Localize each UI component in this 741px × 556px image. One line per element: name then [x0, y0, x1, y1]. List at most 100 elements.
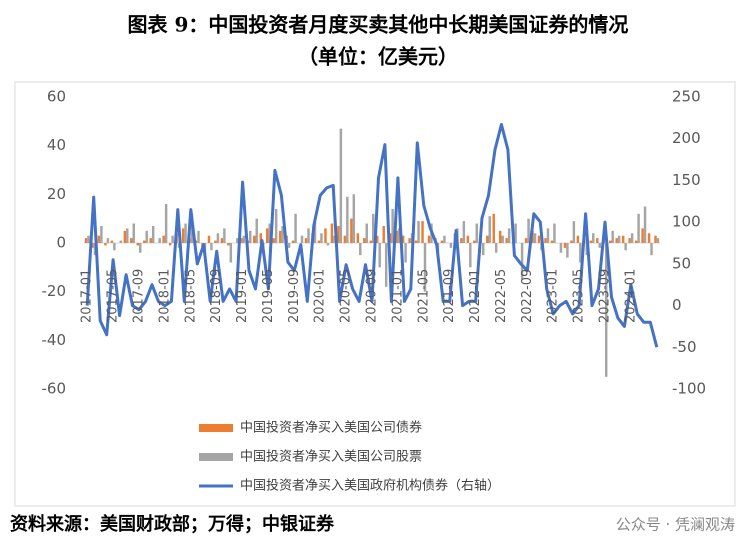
- bar: [576, 235, 580, 243]
- bar: [391, 208, 394, 243]
- bar: [143, 240, 146, 243]
- bar: [609, 240, 612, 243]
- x-tick-label: 2019-05: [261, 269, 276, 323]
- bar: [643, 206, 647, 243]
- bar: [265, 228, 269, 243]
- bar: [473, 240, 476, 243]
- bar: [397, 228, 401, 243]
- bar: [300, 235, 304, 243]
- bar: [184, 223, 187, 243]
- bar: [546, 228, 550, 243]
- legend-swatch: [199, 453, 233, 461]
- line: [85, 123, 659, 348]
- bar: [520, 243, 524, 280]
- bar: [139, 243, 142, 253]
- y2-tick-label: 150: [672, 171, 701, 189]
- bar: [346, 196, 349, 243]
- bar: [268, 223, 271, 243]
- bar: [132, 223, 135, 243]
- bar: [313, 218, 317, 243]
- bar: [359, 243, 362, 256]
- bar: [563, 243, 567, 248]
- bar: [162, 235, 165, 243]
- x-tick-label: 2019-01: [235, 269, 250, 323]
- bar: [462, 221, 466, 243]
- bar: [304, 238, 308, 243]
- x-tick-label: 2020-01: [313, 269, 328, 323]
- bar: [482, 243, 485, 256]
- y2-tick-label: -100: [672, 380, 706, 398]
- bar: [604, 243, 608, 377]
- bar: [126, 228, 129, 243]
- bar: [498, 230, 502, 243]
- bar: [505, 238, 508, 243]
- bar: [401, 235, 405, 243]
- bar: [475, 223, 479, 243]
- bar: [417, 221, 420, 243]
- bar: [641, 228, 644, 243]
- bar: [384, 243, 388, 287]
- bar: [210, 243, 213, 251]
- bar: [216, 233, 220, 243]
- source: 资料来源：美国财政部；万得；中银证券: [10, 513, 335, 535]
- bar: [486, 235, 489, 243]
- x-tick-label: 2023-01: [546, 269, 561, 323]
- x-tick-label: 2019-09: [287, 269, 302, 323]
- bar: [104, 243, 107, 246]
- bar: [91, 243, 94, 248]
- bar: [229, 243, 233, 263]
- bar: [220, 238, 224, 243]
- x-tick-label: 2018-01: [157, 269, 172, 323]
- bar: [110, 240, 114, 243]
- bar: [566, 243, 569, 258]
- bar: [317, 240, 321, 243]
- bar: [281, 225, 284, 243]
- bar: [572, 221, 576, 243]
- bar: [414, 240, 418, 243]
- bar: [427, 235, 431, 243]
- x-tick-label: 2024-01: [623, 269, 638, 323]
- bar: [559, 243, 563, 253]
- bar: [97, 235, 101, 243]
- bar: [326, 243, 330, 246]
- x-tick-label: 2021-05: [416, 269, 431, 323]
- bar: [253, 235, 256, 243]
- y-tick-label: 20: [47, 185, 66, 203]
- bar: [637, 213, 640, 243]
- y-tick-label: 40: [47, 136, 66, 154]
- bar: [365, 223, 368, 243]
- x-tick-label: 2021-01: [390, 269, 405, 323]
- bar: [615, 238, 618, 243]
- bar: [488, 216, 491, 243]
- bar: [527, 218, 530, 243]
- bar: [647, 233, 651, 243]
- bar: [207, 235, 211, 243]
- x-tick-label: 2017-01: [80, 269, 95, 323]
- bar: [598, 243, 601, 248]
- bar: [553, 223, 556, 243]
- y-tick-label: 60: [47, 88, 66, 106]
- bar: [339, 128, 343, 243]
- bar: [330, 223, 334, 243]
- bar: [460, 238, 463, 243]
- x-tick-label: 2018-05: [183, 269, 198, 323]
- bar: [650, 243, 653, 256]
- bar: [84, 238, 88, 243]
- bar: [291, 240, 295, 243]
- bar: [423, 243, 427, 292]
- bar: [337, 225, 340, 243]
- bar: [376, 235, 379, 243]
- bar: [494, 243, 498, 253]
- bar: [378, 243, 381, 268]
- bar: [236, 238, 239, 243]
- bar: [624, 243, 627, 251]
- x-tick-label: 2021-09: [442, 269, 457, 323]
- y-tick-label: -60: [42, 380, 67, 398]
- watermark: 公众号 · 凭澜观涛: [616, 516, 735, 534]
- y2-tick-label: 250: [672, 88, 701, 106]
- bar: [537, 235, 541, 243]
- bar: [630, 233, 634, 243]
- x-tick-label: 2023-05: [572, 269, 587, 323]
- chart-title: 图表 9：中国投资者月度买卖其他中长期美国证券的情况: [128, 13, 629, 37]
